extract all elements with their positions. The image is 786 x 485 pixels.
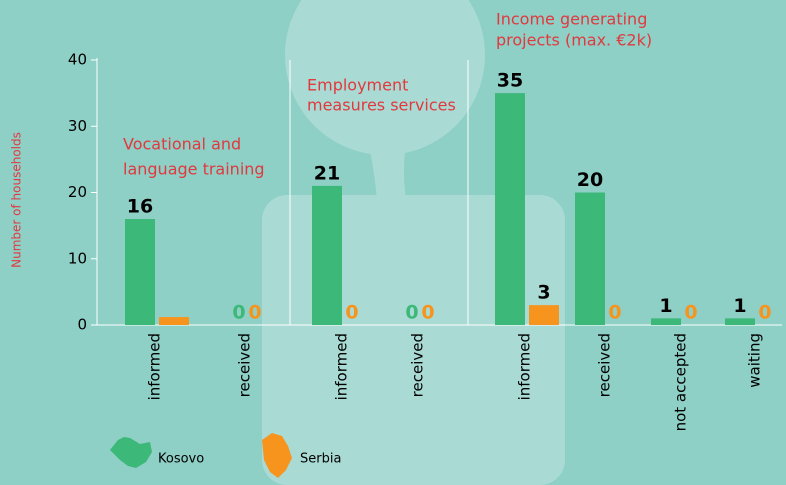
bar <box>651 318 681 325</box>
group-label: Vocational and <box>123 135 241 154</box>
value-label: 35 <box>497 70 523 92</box>
value-label: 0 <box>608 302 621 324</box>
group-label: Income generating <box>496 10 647 29</box>
x-tick-label: informed <box>516 333 534 400</box>
x-tick-label: not accepted <box>672 333 690 431</box>
x-tick-label: informed <box>146 333 164 400</box>
legend-label: Serbia <box>300 452 341 467</box>
value-label: 1 <box>659 295 672 317</box>
y-tick-label: 10 <box>68 249 87 267</box>
value-label: 21 <box>314 162 340 184</box>
value-label: 20 <box>577 169 603 191</box>
value-label: 0 <box>758 302 771 324</box>
value-label: 16 <box>127 196 153 218</box>
x-tick-label: waiting <box>746 333 764 388</box>
value-label: 3 <box>537 282 550 304</box>
group-label: measures services <box>307 96 456 115</box>
legend: Kosovo Serbia <box>110 433 341 478</box>
value-label: 0 <box>232 302 245 324</box>
bar <box>495 93 525 325</box>
bar <box>529 305 559 325</box>
group-label: projects (max. €2k) <box>496 31 652 50</box>
y-tick-label: 0 <box>77 316 87 334</box>
value-label: 0 <box>421 302 434 324</box>
bar <box>125 219 155 325</box>
value-label: 0 <box>345 302 358 324</box>
group-label: language training <box>123 160 265 179</box>
group-label: Employment <box>307 76 408 95</box>
value-label: 0 <box>405 302 418 324</box>
y-tick-label: 40 <box>68 51 87 69</box>
x-tick-label: received <box>596 333 614 397</box>
bar <box>725 318 755 325</box>
legend-swatch <box>262 433 292 478</box>
y-tick-label: 30 <box>68 117 87 135</box>
x-tick-label: received <box>236 333 254 397</box>
y-tick-label: 20 <box>68 183 87 201</box>
value-label: 0 <box>248 302 261 324</box>
bar <box>575 192 605 325</box>
legend-swatch <box>110 437 152 468</box>
value-label: 0 <box>684 302 697 324</box>
value-label: 1 <box>733 295 746 317</box>
bar <box>159 317 189 325</box>
bar <box>312 185 342 325</box>
legend-label: Kosovo <box>158 452 204 467</box>
x-tick-label: informed <box>333 333 351 400</box>
y-axis-title: Number of households <box>10 132 24 268</box>
x-tick-label: received <box>409 333 427 397</box>
